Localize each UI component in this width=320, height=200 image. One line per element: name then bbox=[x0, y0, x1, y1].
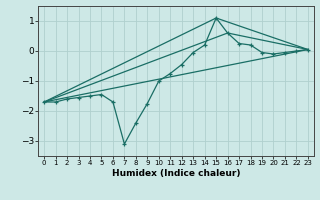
X-axis label: Humidex (Indice chaleur): Humidex (Indice chaleur) bbox=[112, 169, 240, 178]
